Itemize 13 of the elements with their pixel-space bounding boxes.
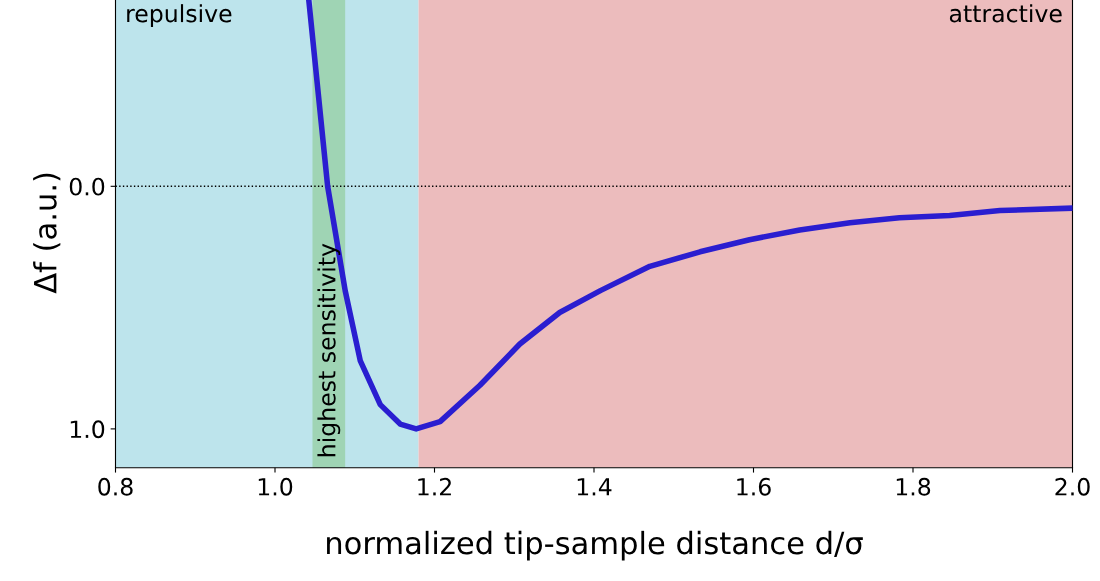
- x-axis-title: normalized tip-sample distance d/σ: [327, 530, 863, 561]
- y-axis-title: Δf (a.u.): [33, 173, 61, 294]
- band-label: highest sensitivity: [317, 243, 341, 457]
- band-label: attractive: [949, 4, 1062, 23]
- y-tick-label: 0.0: [69, 177, 105, 196]
- x-tick-label: 1.6: [737, 477, 771, 496]
- x-tick-label: 1.4: [577, 478, 612, 496]
- x-tick-label: 2.0: [1055, 477, 1090, 496]
- x-tick-label: 0.8: [98, 477, 133, 496]
- x-tick-label: 1.0: [258, 477, 293, 496]
- band-label: repulsive: [127, 4, 232, 28]
- x-tick-label: 1.2: [418, 477, 451, 496]
- x-tick-label: 1.8: [896, 477, 931, 496]
